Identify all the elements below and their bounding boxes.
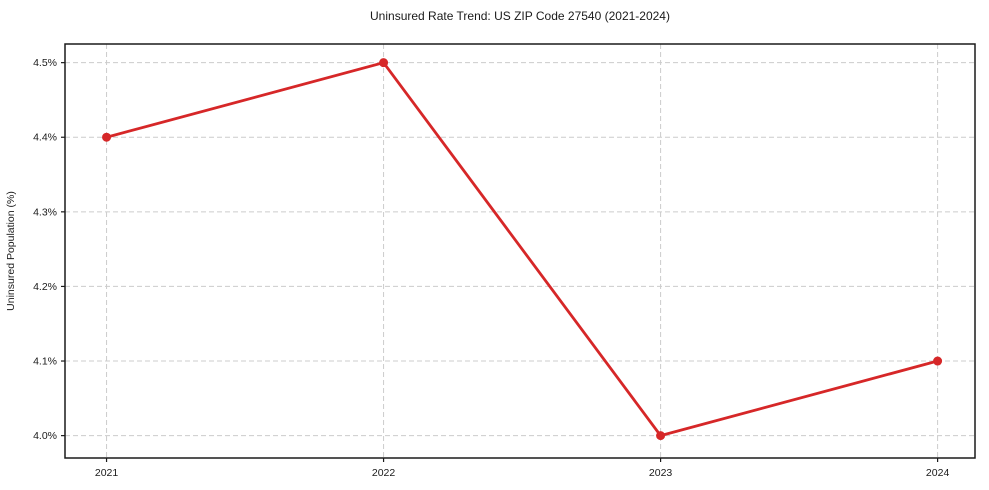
data-point-marker [102,132,112,142]
data-point-marker [379,58,389,68]
x-tick-label: 2021 [95,467,119,479]
x-tick-label: 2024 [926,467,950,479]
y-tick-label: 4.1% [33,356,57,368]
y-axis-label: Uninsured Population (%) [5,191,17,311]
trend-line [105,61,940,438]
data-point-marker [656,431,666,441]
chart-title: Uninsured Rate Trend: US ZIP Code 27540 … [370,9,670,23]
y-tick-label: 4.3% [33,206,57,218]
y-tick-label: 4.5% [33,57,57,69]
x-tick-label: 2023 [649,467,673,479]
axis-ticks: 2021 2022 2023 2024 4.0% 4.1% 4.2% 4.3% 4.4% 4.5% [33,57,949,479]
plot-border [64,43,976,459]
y-tick-label: 4.2% [33,281,57,293]
gridlines [65,44,975,458]
y-tick-label: 4.0% [33,430,57,442]
x-tick-label: 2022 [372,467,396,479]
data-point-marker [933,356,943,366]
y-tick-label: 4.4% [33,132,57,144]
data-series [102,58,943,441]
